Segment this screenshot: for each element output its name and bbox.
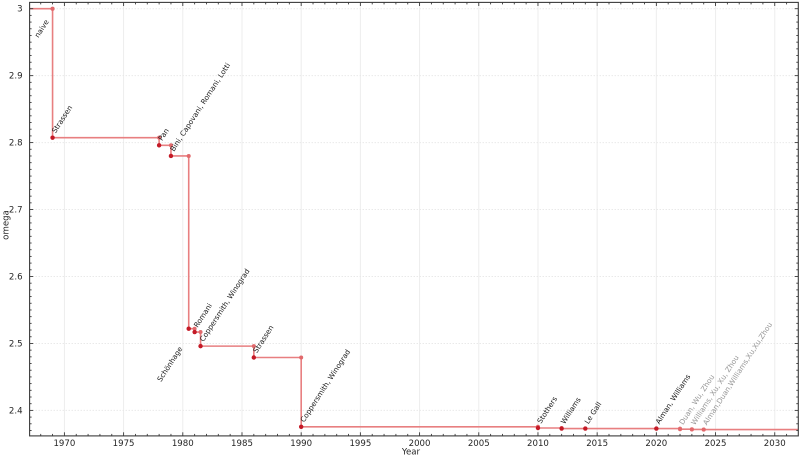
- step-vertex-marker: [251, 344, 256, 349]
- result-marker: [654, 426, 659, 431]
- point-label: Alman,Duan,Williams,Xu,Xu,Zhou: [701, 320, 774, 426]
- x-tick-label: 1995: [349, 439, 371, 449]
- result-marker: [298, 424, 304, 429]
- result-marker: [192, 329, 197, 335]
- x-tick-label: 1985: [231, 439, 253, 449]
- point-label: naive: [32, 17, 51, 39]
- result-marker: [583, 426, 588, 431]
- step-vertex-marker: [689, 427, 694, 432]
- y-tick-label: 2.7: [9, 206, 23, 216]
- marker-layer: [50, 6, 706, 432]
- point-label: Stothers: [535, 395, 559, 426]
- grid-layer: [29, 2, 799, 436]
- point-label: Pan: [156, 127, 171, 143]
- spine-layer: [29, 1, 799, 437]
- x-tick-label: 2020: [645, 439, 667, 449]
- result-marker: [198, 343, 203, 349]
- point-label: Strassen: [251, 324, 276, 355]
- line-layer: [29, 7, 799, 431]
- plot-border: [29, 1, 799, 437]
- step-vertex-marker: [678, 427, 683, 432]
- x-tick-label: 2005: [468, 439, 490, 449]
- x-tick-label: 1990: [290, 439, 312, 449]
- y-tick-label: 2.8: [9, 139, 23, 149]
- x-tick-label: 2010: [527, 439, 549, 449]
- point-label: Bini, Capovani, Romani, Lotti: [168, 61, 232, 153]
- x-tick-label: 1980: [172, 439, 194, 449]
- result-marker: [251, 355, 257, 360]
- result-marker: [535, 425, 541, 431]
- step-vertex-marker: [50, 6, 55, 11]
- result-marker: [50, 135, 55, 140]
- step-vertex-marker: [157, 135, 162, 140]
- y-tick-label: 2.9: [9, 72, 23, 82]
- y-tick-label: 2.4: [9, 406, 23, 416]
- omega-step-line: [29, 7, 799, 431]
- tick-layer: [29, 2, 799, 436]
- step-vertex-marker: [168, 143, 173, 148]
- point-label: Coppersmith, Winograd: [298, 348, 352, 424]
- x-tick-label: 2030: [764, 439, 786, 449]
- result-marker: [156, 143, 162, 148]
- x-tick-label: 2015: [586, 439, 608, 449]
- result-marker: [186, 326, 191, 331]
- x-tick-label: 2025: [705, 439, 727, 449]
- result-marker: [168, 153, 174, 159]
- step-vertex-marker: [299, 355, 304, 360]
- tick-label-layer: 1970 1975 1980 1985 1990 1995 2000 2005 2010 2015…: [9, 5, 786, 449]
- x-tick-label: 1970: [53, 439, 75, 449]
- y-tick-label: 2.6: [9, 272, 23, 282]
- x-axis-label: Year: [401, 448, 421, 458]
- result-marker: [559, 426, 564, 431]
- y-tick-label: 3: [17, 5, 22, 15]
- step-vertex-marker: [198, 330, 203, 335]
- point-label: Schönhage: [155, 344, 185, 383]
- step-vertex-marker: [186, 153, 191, 158]
- y-tick-label: 2.5: [9, 339, 23, 349]
- x-tick-label: 1975: [113, 439, 135, 449]
- step-vertex-marker: [701, 427, 706, 432]
- point-label: Strassen: [50, 104, 75, 135]
- y-axis-label: omega: [2, 210, 12, 240]
- step-vertex-marker: [192, 326, 197, 331]
- x-tick-label: 2000: [409, 439, 431, 449]
- point-label: Le Gall: [582, 400, 603, 426]
